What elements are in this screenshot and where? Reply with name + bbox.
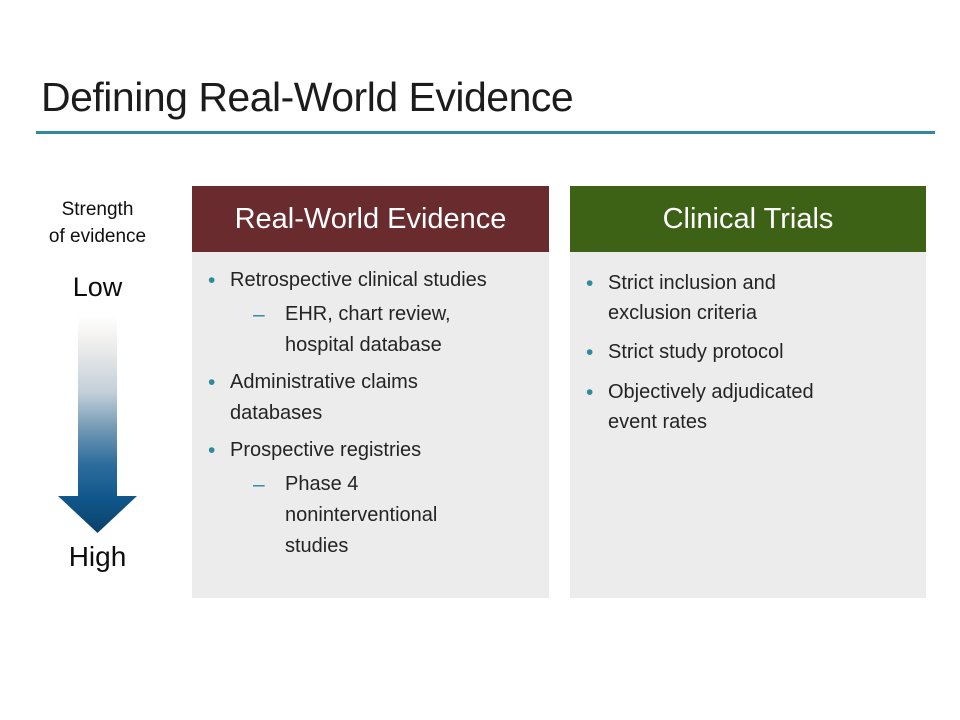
bullet-icon: • [208,371,216,394]
title-underline [36,131,935,134]
bullet-icon: • [586,341,594,364]
strength-label-line1: Strength [61,199,134,220]
list-item-text: Objectively adjudicated event rates [608,381,814,433]
list-item: – EHR, chart review, hospital database [253,299,539,361]
list-item-text: EHR, chart review, hospital database [285,303,451,356]
dash-icon: – [253,303,265,326]
list-item: • Prospective registries [208,435,539,466]
list-item-text: Strict inclusion and exclusion criteria [608,272,776,324]
bullet-icon: • [208,439,216,462]
rwe-bullet-list: • Retrospective clinical studies – EHR, … [208,265,539,562]
bullet-icon: • [586,272,594,295]
list-item-text: Strict study protocol [608,341,784,363]
panel-clinical-trials: Clinical Trials • Strict inclusion and e… [570,186,926,598]
strength-of-evidence-label: Strength of evidence [15,196,180,250]
dash-icon: – [253,473,265,496]
clinical-trials-bullet-list: • Strict inclusion and exclusion criteri… [586,268,916,437]
list-item: – Phase 4 noninterventional studies [253,469,539,562]
list-item-text: Phase 4 noninterventional studies [285,473,438,557]
page-title: Defining Real-World Evidence [41,74,574,120]
list-item-text: Administrative claims databases [230,371,418,424]
strength-label-line2: of evidence [48,226,147,247]
list-item: • Strict inclusion and exclusion criteri… [586,268,916,328]
panel-header-real-world-evidence: Real-World Evidence [192,186,549,252]
panel-header-clinical-trials: Clinical Trials [570,186,926,252]
list-item: • Objectively adjudicated event rates [586,377,916,437]
list-item: • Retrospective clinical studies [208,265,539,296]
list-item: • Strict study protocol [586,337,916,368]
panel-body-real-world-evidence: • Retrospective clinical studies – EHR, … [192,252,549,598]
high-label: High [68,541,127,572]
low-label: Low [72,272,123,302]
panel-body-clinical-trials: • Strict inclusion and exclusion criteri… [570,252,926,598]
list-item-text: Prospective registries [230,439,422,461]
list-item-text: Retrospective clinical studies [230,269,487,291]
panel-real-world-evidence: Real-World Evidence • Retrospective clin… [192,186,549,598]
bullet-icon: • [208,269,216,292]
strength-arrow-icon [58,316,137,534]
list-item: • Administrative claims databases [208,367,539,429]
bullet-icon: • [586,381,594,404]
